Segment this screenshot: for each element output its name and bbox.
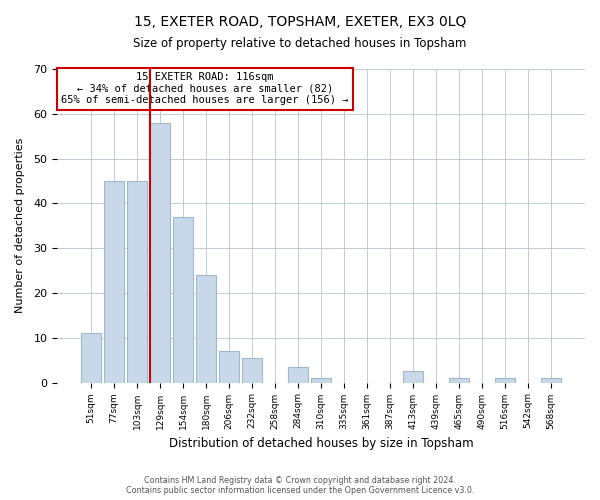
- Bar: [449, 378, 469, 382]
- Bar: [541, 378, 561, 382]
- Text: 15 EXETER ROAD: 116sqm
← 34% of detached houses are smaller (82)
65% of semi-det: 15 EXETER ROAD: 116sqm ← 34% of detached…: [61, 72, 349, 106]
- Text: Size of property relative to detached houses in Topsham: Size of property relative to detached ho…: [133, 38, 467, 51]
- Bar: [311, 378, 331, 382]
- Bar: [127, 181, 147, 382]
- Bar: [104, 181, 124, 382]
- Bar: [81, 334, 101, 382]
- Y-axis label: Number of detached properties: Number of detached properties: [15, 138, 25, 314]
- Bar: [242, 358, 262, 382]
- Bar: [196, 275, 216, 382]
- Bar: [173, 217, 193, 382]
- Text: 15, EXETER ROAD, TOPSHAM, EXETER, EX3 0LQ: 15, EXETER ROAD, TOPSHAM, EXETER, EX3 0L…: [134, 15, 466, 29]
- Bar: [288, 367, 308, 382]
- X-axis label: Distribution of detached houses by size in Topsham: Distribution of detached houses by size …: [169, 437, 473, 450]
- Bar: [219, 351, 239, 382]
- Text: Contains HM Land Registry data © Crown copyright and database right 2024.
Contai: Contains HM Land Registry data © Crown c…: [126, 476, 474, 495]
- Bar: [150, 123, 170, 382]
- Bar: [496, 378, 515, 382]
- Bar: [403, 372, 423, 382]
